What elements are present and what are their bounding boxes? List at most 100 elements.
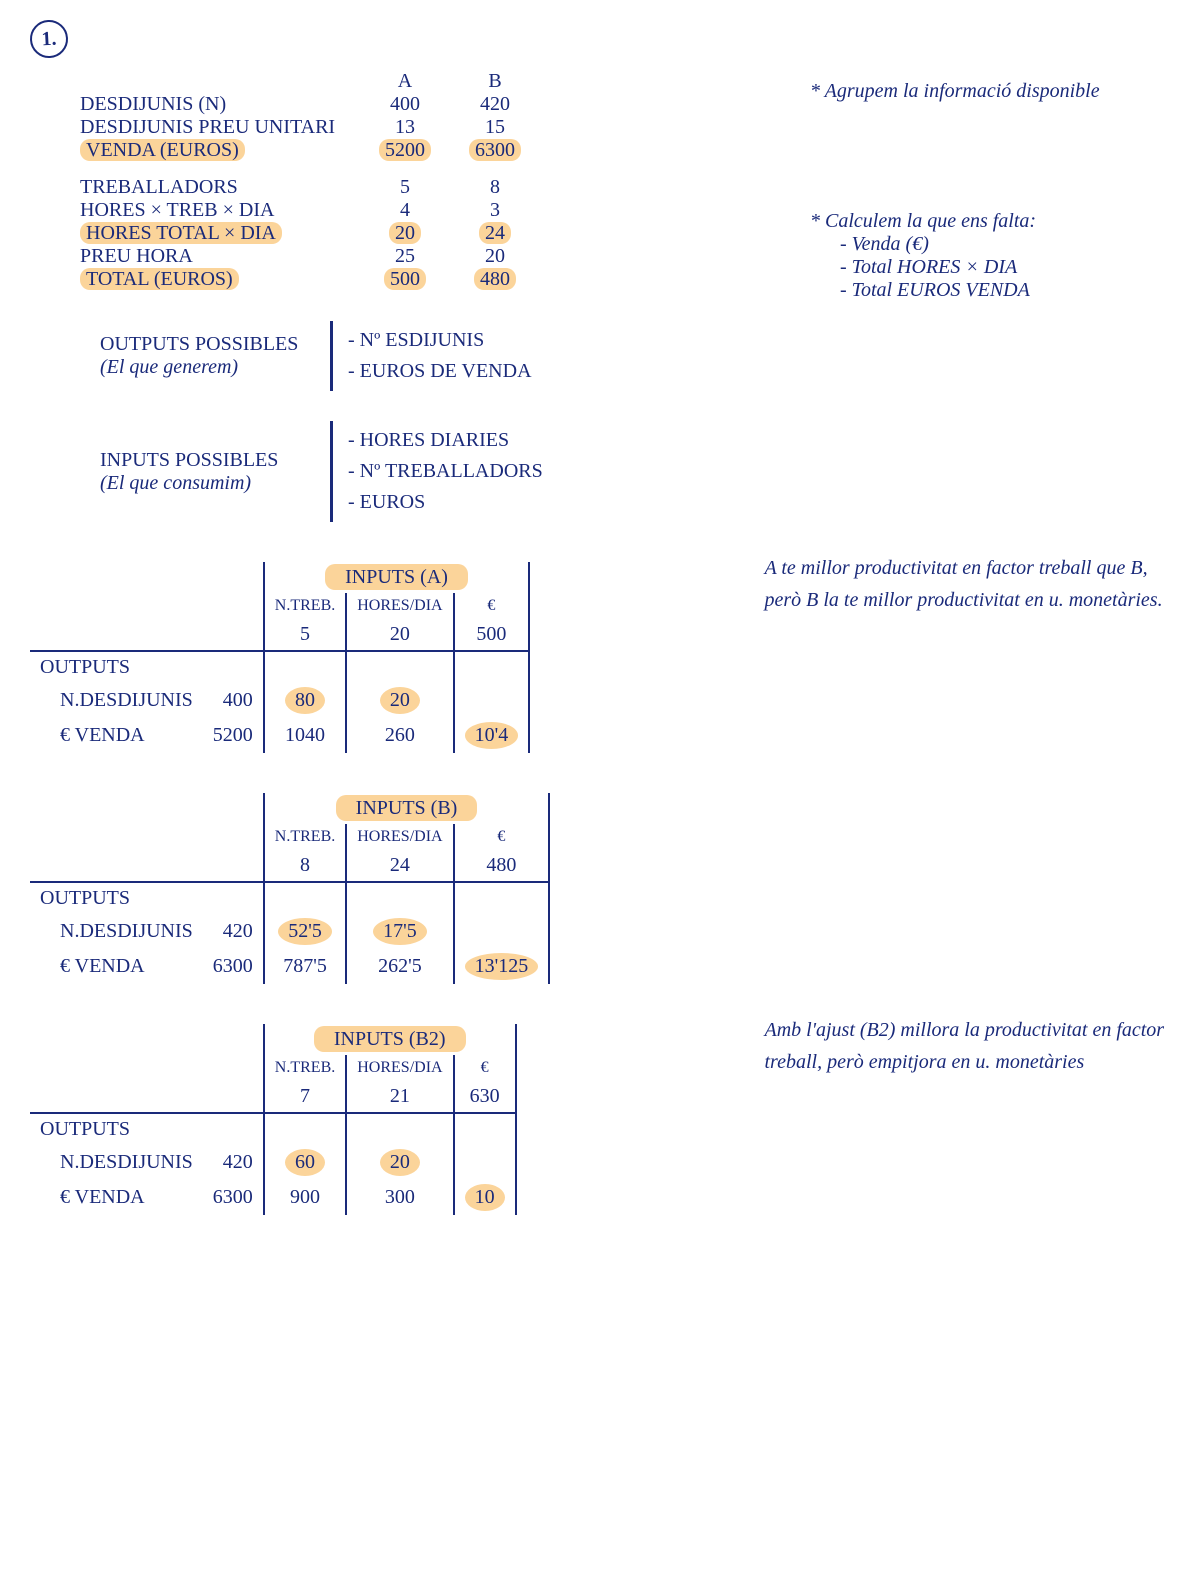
value-a: 5200 xyxy=(360,139,450,162)
output-name: € VENDA xyxy=(30,718,203,753)
inputs-title: INPUTS POSSIBLES xyxy=(100,449,330,472)
output-name: N.DESDIJUNIS xyxy=(30,914,203,949)
output-value: 5200 xyxy=(203,718,264,753)
outputs-label: OUTPUTS xyxy=(30,651,264,683)
output-name: N.DESDIJUNIS xyxy=(30,683,203,718)
outputs-subtitle: (El que generem) xyxy=(100,356,330,379)
prod-cell: 20 xyxy=(346,683,453,718)
outputs-label: OUTPUTS xyxy=(30,882,264,914)
input-header: HORES/DIA xyxy=(346,593,453,619)
bracket-item: - Nº TREBALLADORS xyxy=(348,460,543,483)
value-b: 3 xyxy=(450,199,540,222)
row-label: HORES TOTAL × DIA xyxy=(80,222,360,245)
prod-cell: 20 xyxy=(346,1145,453,1180)
productivity-table: INPUTS (A) N.TREB.HORES/DIA€520500 OUTPUTS… xyxy=(30,562,530,753)
output-value: 6300 xyxy=(203,949,264,984)
input-value: 630 xyxy=(454,1081,516,1113)
inputs-title: INPUTS (B2) xyxy=(314,1026,466,1052)
outputs-bracket: OUTPUTS POSSIBLES (El que generem) - Nº … xyxy=(100,321,1170,391)
value-a: 25 xyxy=(360,245,450,268)
bracket-item: - HORES DIARIES xyxy=(348,429,543,452)
input-header: N.TREB. xyxy=(264,824,346,850)
row-label: PREU HORA xyxy=(80,245,360,268)
input-header: € xyxy=(454,593,530,619)
prod-cell: 10'4 xyxy=(454,718,530,753)
prod-cell: 13'125 xyxy=(454,949,550,984)
value-b: 6300 xyxy=(450,139,540,162)
input-header: HORES/DIA xyxy=(346,824,453,850)
prod-cell: 52'5 xyxy=(264,914,346,949)
input-header: € xyxy=(454,1055,516,1081)
outputs-title: OUTPUTS POSSIBLES xyxy=(100,333,330,356)
inputs-title: INPUTS (A) xyxy=(325,564,468,590)
productivity-table: INPUTS (B) N.TREB.HORES/DIA€824480 OUTPUTS… xyxy=(30,793,550,984)
prod-cell: 80 xyxy=(264,683,346,718)
bracket-item: - EUROS DE VENDA xyxy=(348,360,532,383)
input-value: 5 xyxy=(264,619,346,651)
value-a: 500 xyxy=(360,268,450,291)
prod-cell: 260 xyxy=(346,718,453,753)
value-b: 15 xyxy=(450,116,540,139)
prod-cell: 17'5 xyxy=(346,914,453,949)
value-a: 400 xyxy=(360,93,450,116)
row-label: VENDA (EUROS) xyxy=(80,139,360,162)
outputs-label: OUTPUTS xyxy=(30,1113,264,1145)
prod-cell: 60 xyxy=(264,1145,346,1180)
note-title: * Calculem la que ens falta: xyxy=(810,210,1180,233)
note-item: - Total EUROS VENDA xyxy=(840,279,1180,302)
row-label: DESDIJUNIS (N) xyxy=(80,93,360,116)
output-value: 420 xyxy=(203,914,264,949)
col-a-header: A xyxy=(360,70,450,93)
note-item: - Venda (€) xyxy=(840,233,1180,256)
side-annotation xyxy=(744,783,1170,984)
side-annotation: A te millor productivitat en factor treb… xyxy=(744,552,1170,753)
value-a: 20 xyxy=(360,222,450,245)
value-b: 420 xyxy=(450,93,540,116)
inputs-title: INPUTS (B) xyxy=(336,795,478,821)
input-header: N.TREB. xyxy=(264,593,346,619)
prod-cell: 300 xyxy=(346,1180,453,1215)
prod-cell xyxy=(454,1145,516,1180)
col-b-header: B xyxy=(450,70,540,93)
annotation-group-1: * Agrupem la informació disponible xyxy=(810,80,1180,103)
prod-cell xyxy=(454,914,550,949)
output-value: 6300 xyxy=(203,1180,264,1215)
bracket-item: - Nº ESDIJUNIS xyxy=(348,329,532,352)
inputs-subtitle: (El que consumim) xyxy=(100,472,330,495)
input-header: HORES/DIA xyxy=(346,1055,453,1081)
value-b: 24 xyxy=(450,222,540,245)
input-value: 21 xyxy=(346,1081,453,1113)
value-b: 8 xyxy=(450,176,540,199)
exercise-number: 1. xyxy=(29,19,69,59)
prod-cell xyxy=(454,683,530,718)
output-value: 420 xyxy=(203,1145,264,1180)
annotation-group-2: * Calculem la que ens falta: - Venda (€)… xyxy=(810,210,1180,302)
input-value: 500 xyxy=(454,619,530,651)
value-b: 480 xyxy=(450,268,540,291)
prod-cell: 1040 xyxy=(264,718,346,753)
row-label: TREBALLADORS xyxy=(80,176,360,199)
value-a: 13 xyxy=(360,116,450,139)
output-name: € VENDA xyxy=(30,949,203,984)
prod-cell: 787'5 xyxy=(264,949,346,984)
input-value: 20 xyxy=(346,619,453,651)
prod-cell: 262'5 xyxy=(346,949,453,984)
row-label: DESDIJUNIS PREU UNITARI xyxy=(80,116,360,139)
input-value: 7 xyxy=(264,1081,346,1113)
note-text: * Agrupem la informació disponible xyxy=(810,80,1100,102)
prod-cell: 10 xyxy=(454,1180,516,1215)
input-value: 480 xyxy=(454,850,550,882)
input-value: 24 xyxy=(346,850,453,882)
input-value: 8 xyxy=(264,850,346,882)
output-value: 400 xyxy=(203,683,264,718)
output-name: € VENDA xyxy=(30,1180,203,1215)
productivity-table: INPUTS (B2)N.TREB.HORES/DIA€721630OUTPUT… xyxy=(30,1024,517,1215)
note-item: - Total HORES × DIA xyxy=(840,256,1180,279)
prod-cell: 900 xyxy=(264,1180,346,1215)
value-a: 5 xyxy=(360,176,450,199)
row-label: HORES × TREB × DIA xyxy=(80,199,360,222)
input-header: € xyxy=(454,824,550,850)
value-a: 4 xyxy=(360,199,450,222)
row-label: TOTAL (EUROS) xyxy=(80,268,360,291)
value-b: 20 xyxy=(450,245,540,268)
